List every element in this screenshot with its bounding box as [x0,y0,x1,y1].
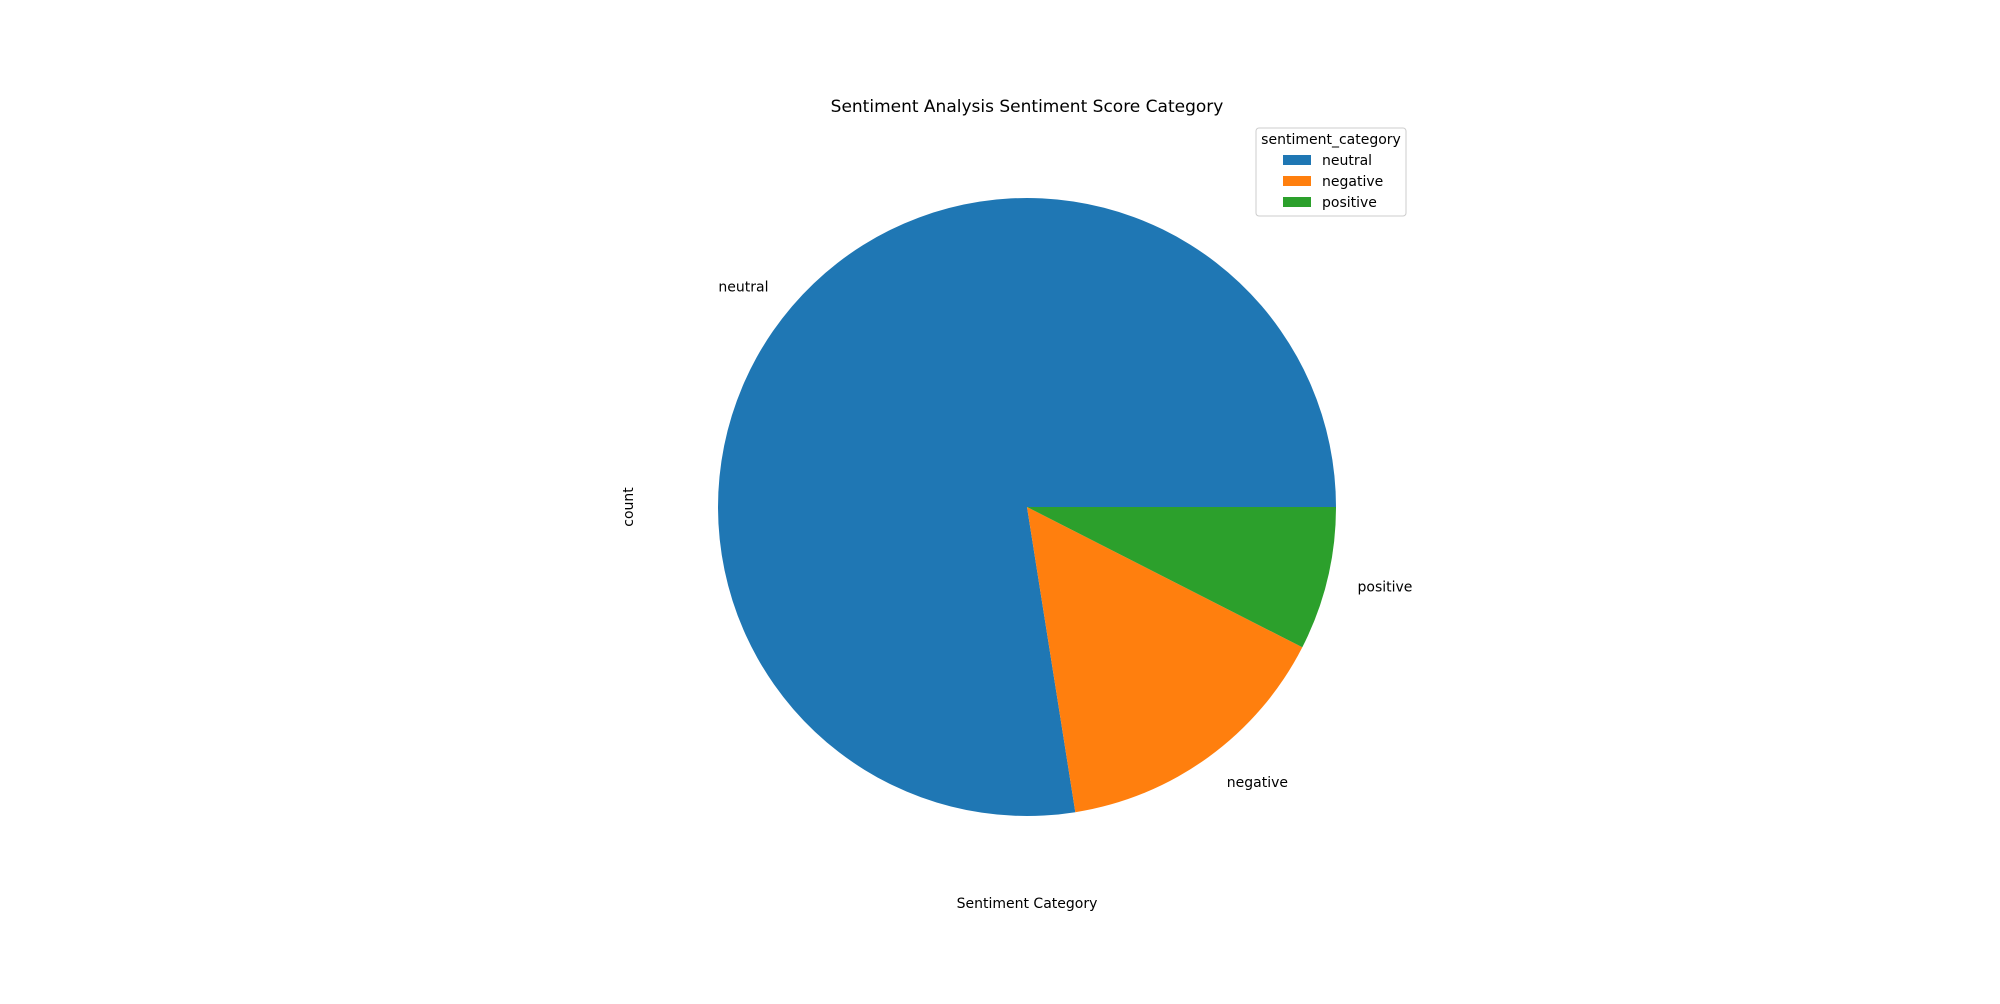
legend-swatch-negative [1283,176,1311,186]
pie-slice-negative [1027,507,1303,813]
legend-frame [1255,127,1407,217]
pie-slice-labels: neutral negative positive [718,279,1412,791]
legend-label-neutral: neutral [1322,153,1372,169]
legend: sentiment_category neutral negative positi… [1255,127,1407,217]
legend-swatch-positive [1283,197,1311,207]
slice-label-positive: positive [1358,579,1413,595]
y-axis-label: count [621,487,637,527]
chart-title: Sentiment Analysis Sentiment Score Categ… [831,97,1224,117]
legend-label-positive: positive [1322,195,1377,211]
legend-swatch-neutral [1283,155,1311,165]
slice-label-neutral: neutral [718,279,768,295]
legend-label-negative: negative [1322,174,1383,190]
pie-slice-neutral [718,198,1336,817]
pie-slices [718,198,1336,817]
legend-entries: neutral negative positive [1283,153,1383,211]
x-axis-label: Sentiment Category [957,896,1098,912]
slice-label-negative: negative [1227,775,1288,791]
pie-slice-positive [1027,507,1336,648]
legend-title: sentiment_category [1261,132,1401,148]
